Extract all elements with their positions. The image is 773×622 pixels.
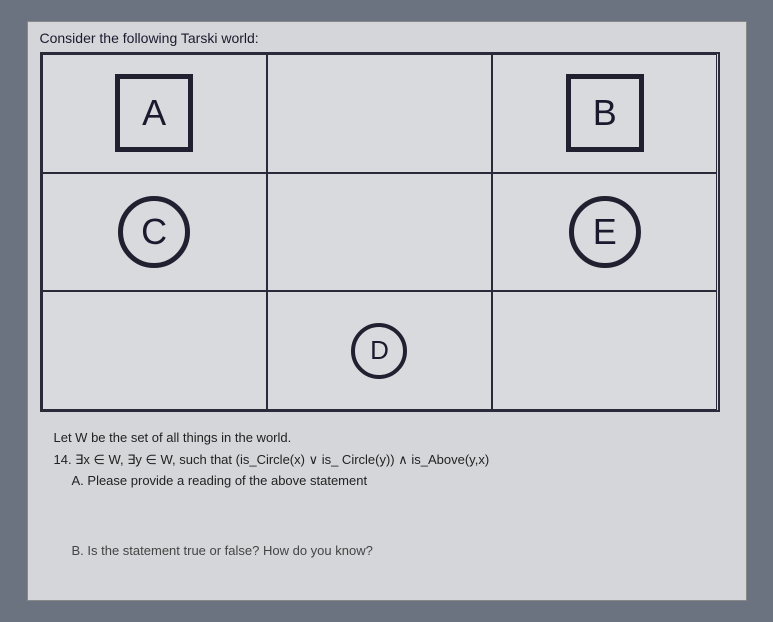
cell-1-2: E <box>492 173 717 292</box>
shape-label-d: D <box>370 335 389 366</box>
cell-1-1 <box>267 173 492 292</box>
circle-e: E <box>569 196 641 268</box>
question-14a: A. Please provide a reading of the above… <box>54 471 734 491</box>
circle-d: D <box>351 323 407 379</box>
cell-0-0: A <box>42 54 267 173</box>
page-title: Consider the following Tarski world: <box>40 30 734 46</box>
question-14: 14. ∃x ∈ W, ∃y ∈ W, such that (is_Circle… <box>54 450 734 470</box>
square-b: B <box>566 74 644 152</box>
question-14b: B. Is the statement true or false? How d… <box>54 541 734 561</box>
cell-1-0: C <box>42 173 267 292</box>
circle-c: C <box>118 196 190 268</box>
shape-label-b: B <box>593 92 617 134</box>
cell-0-2: B <box>492 54 717 173</box>
cell-2-0 <box>42 291 267 410</box>
tarski-grid: A B C E D <box>40 52 720 412</box>
cell-2-1: D <box>267 291 492 410</box>
question-block: Let W be the set of all things in the wo… <box>40 428 734 560</box>
let-w-line: Let W be the set of all things in the wo… <box>54 428 734 448</box>
worksheet-page: Consider the following Tarski world: A B… <box>27 21 747 601</box>
cell-0-1 <box>267 54 492 173</box>
cell-2-2 <box>492 291 717 410</box>
shape-label-c: C <box>141 211 167 253</box>
shape-label-a: A <box>142 92 166 134</box>
shape-label-e: E <box>593 211 617 253</box>
square-a: A <box>115 74 193 152</box>
